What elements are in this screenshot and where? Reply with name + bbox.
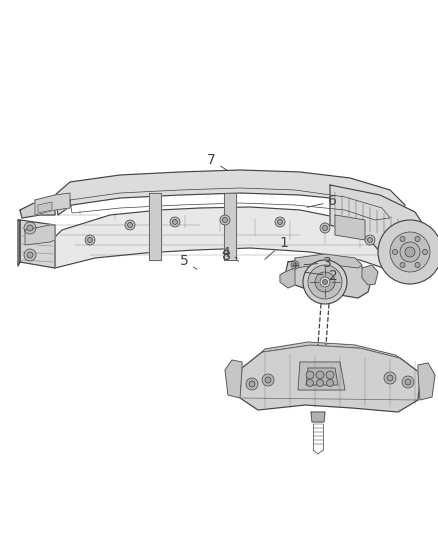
Circle shape — [405, 247, 415, 257]
Circle shape — [317, 379, 324, 386]
Circle shape — [27, 225, 33, 231]
Text: 7: 7 — [207, 153, 227, 170]
Circle shape — [173, 220, 177, 224]
Circle shape — [320, 223, 330, 233]
Circle shape — [27, 252, 33, 258]
Circle shape — [378, 220, 438, 284]
Polygon shape — [240, 345, 420, 412]
Circle shape — [303, 260, 347, 304]
Text: 8: 8 — [223, 249, 239, 263]
Circle shape — [249, 381, 255, 387]
Circle shape — [400, 242, 420, 262]
Circle shape — [125, 220, 135, 230]
Circle shape — [390, 232, 430, 272]
Circle shape — [127, 222, 133, 228]
Circle shape — [326, 371, 334, 379]
Polygon shape — [18, 220, 20, 266]
Polygon shape — [225, 360, 242, 398]
Circle shape — [24, 249, 36, 261]
Circle shape — [307, 379, 314, 386]
Polygon shape — [295, 254, 362, 268]
Circle shape — [392, 249, 398, 254]
Polygon shape — [20, 198, 55, 218]
Circle shape — [316, 371, 324, 379]
Text: 2: 2 — [305, 269, 337, 283]
Circle shape — [85, 235, 95, 245]
Circle shape — [367, 238, 372, 243]
Text: 5: 5 — [180, 254, 197, 269]
Circle shape — [262, 374, 274, 386]
Circle shape — [402, 376, 414, 388]
Circle shape — [415, 262, 420, 268]
Polygon shape — [418, 363, 435, 400]
Circle shape — [384, 372, 396, 384]
Circle shape — [306, 371, 314, 379]
Circle shape — [400, 237, 405, 241]
Circle shape — [415, 237, 420, 241]
Circle shape — [320, 277, 330, 287]
Circle shape — [387, 375, 393, 381]
Circle shape — [291, 261, 299, 269]
Circle shape — [322, 279, 328, 285]
Polygon shape — [224, 193, 236, 260]
Text: 3: 3 — [304, 256, 332, 270]
Polygon shape — [149, 193, 161, 260]
Polygon shape — [20, 220, 55, 268]
Circle shape — [326, 379, 333, 386]
Polygon shape — [262, 342, 400, 358]
Circle shape — [400, 262, 405, 268]
Circle shape — [405, 379, 411, 385]
Polygon shape — [55, 170, 405, 218]
Polygon shape — [30, 207, 400, 272]
Circle shape — [365, 235, 375, 245]
Text: 1: 1 — [265, 236, 288, 260]
Circle shape — [24, 222, 36, 234]
Circle shape — [423, 249, 427, 254]
Circle shape — [220, 215, 230, 225]
Text: 6: 6 — [307, 195, 337, 208]
Polygon shape — [25, 225, 55, 245]
Polygon shape — [306, 368, 338, 385]
Circle shape — [246, 378, 258, 390]
Circle shape — [223, 217, 227, 222]
Polygon shape — [35, 193, 70, 215]
Polygon shape — [298, 362, 345, 390]
Circle shape — [308, 265, 342, 299]
Polygon shape — [38, 202, 52, 213]
Circle shape — [170, 217, 180, 227]
Circle shape — [265, 377, 271, 383]
Polygon shape — [285, 258, 372, 298]
Polygon shape — [330, 185, 430, 278]
Polygon shape — [311, 412, 325, 422]
Circle shape — [88, 238, 92, 243]
Polygon shape — [335, 215, 365, 240]
Polygon shape — [362, 265, 378, 285]
Circle shape — [278, 220, 283, 224]
Circle shape — [315, 272, 335, 292]
Text: 4: 4 — [221, 246, 237, 260]
Circle shape — [275, 217, 285, 227]
Circle shape — [322, 225, 328, 230]
Circle shape — [293, 263, 297, 267]
Polygon shape — [280, 268, 295, 288]
